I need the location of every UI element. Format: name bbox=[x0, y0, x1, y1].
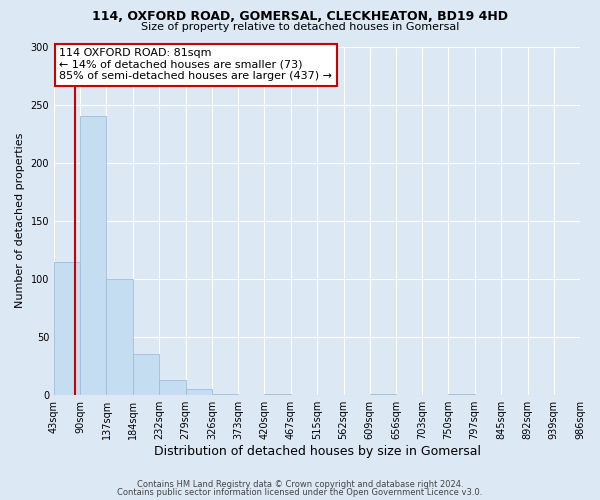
Text: Contains public sector information licensed under the Open Government Licence v3: Contains public sector information licen… bbox=[118, 488, 482, 497]
Text: 114, OXFORD ROAD, GOMERSAL, CLECKHEATON, BD19 4HD: 114, OXFORD ROAD, GOMERSAL, CLECKHEATON,… bbox=[92, 10, 508, 23]
Bar bbox=[133, 354, 160, 395]
Text: Contains HM Land Registry data © Crown copyright and database right 2024.: Contains HM Land Registry data © Crown c… bbox=[137, 480, 463, 489]
Y-axis label: Number of detached properties: Number of detached properties bbox=[15, 133, 25, 308]
Bar bbox=[80, 116, 106, 394]
Bar bbox=[160, 380, 185, 394]
Bar bbox=[185, 389, 212, 394]
Text: 114 OXFORD ROAD: 81sqm
← 14% of detached houses are smaller (73)
85% of semi-det: 114 OXFORD ROAD: 81sqm ← 14% of detached… bbox=[59, 48, 332, 82]
Bar bbox=[54, 262, 80, 394]
X-axis label: Distribution of detached houses by size in Gomersal: Distribution of detached houses by size … bbox=[154, 444, 481, 458]
Bar bbox=[106, 278, 133, 394]
Text: Size of property relative to detached houses in Gomersal: Size of property relative to detached ho… bbox=[141, 22, 459, 32]
